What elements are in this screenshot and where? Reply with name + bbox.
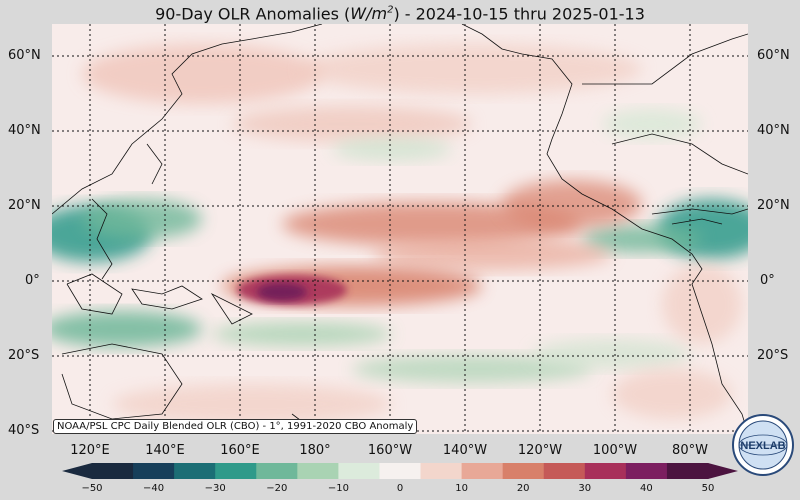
colorbar-tick-label: 40 bbox=[640, 483, 653, 494]
lat-label-eq-right: 0° bbox=[760, 273, 775, 288]
colorbar-tick-label: −20 bbox=[266, 483, 288, 494]
colorbar-swatch bbox=[584, 463, 627, 479]
colorbar-swatch bbox=[174, 463, 216, 479]
graticule bbox=[52, 24, 748, 434]
colorbar-swatch bbox=[133, 463, 175, 479]
colorbar-tick-label: 10 bbox=[455, 483, 468, 494]
lat-label-20n-left: 20°N bbox=[8, 198, 41, 213]
colorbar-swatch bbox=[338, 463, 380, 479]
lon-label-160w: 160°W bbox=[367, 443, 413, 458]
lon-label-140e: 140°E bbox=[145, 443, 185, 458]
lat-label-20s-left: 20°S bbox=[8, 348, 40, 363]
title-sup: 2 bbox=[387, 5, 394, 16]
colorbar-tick-label: 30 bbox=[578, 483, 592, 494]
colorbar-tick-label: 0 bbox=[396, 483, 404, 494]
colorbar-tick-label: −30 bbox=[204, 483, 226, 494]
data-source-credit: NOAA/PSL CPC Daily Blended OLR (CBO) - 1… bbox=[53, 419, 418, 434]
nexlab-logo: NEXLAB bbox=[732, 414, 794, 476]
logo-text: NEXLAB bbox=[740, 440, 785, 452]
colorbar-arrow-left bbox=[62, 463, 92, 479]
title-unit: W/m bbox=[350, 4, 388, 24]
colorbar bbox=[62, 463, 738, 479]
lon-label-120e: 120°E bbox=[70, 443, 110, 458]
colorbar-swatch bbox=[502, 463, 545, 479]
colorbar-swatch bbox=[666, 463, 709, 479]
lat-label-20s-right: 20°S bbox=[757, 348, 789, 363]
lon-label-120w: 120°W bbox=[517, 443, 563, 458]
lat-label-eq-left: 0° bbox=[25, 273, 40, 288]
colorbar-tick-label: −40 bbox=[143, 483, 165, 494]
colorbar-tick-label: −10 bbox=[327, 483, 349, 494]
colorbar-arrow-right bbox=[708, 463, 738, 479]
colorbar-swatch bbox=[297, 463, 339, 479]
colorbar-swatch bbox=[461, 463, 504, 479]
lat-label-20n-right: 20°N bbox=[757, 198, 790, 213]
olr-anomaly-map bbox=[52, 24, 748, 434]
map-canvas bbox=[52, 24, 748, 434]
colorbar-swatch bbox=[625, 463, 668, 479]
colorbar-tick-label: 20 bbox=[516, 483, 530, 494]
colorbar-swatch bbox=[92, 463, 134, 479]
lat-label-60n-left: 60°N bbox=[8, 48, 41, 63]
lon-label-100w: 100°W bbox=[592, 443, 638, 458]
map-title: 90-Day OLR Anomalies (W/m2) - 2024-10-15… bbox=[0, 0, 800, 24]
colorbar-swatch bbox=[543, 463, 586, 479]
title-tail: ) - 2024-10-15 thru 2025-01-13 bbox=[393, 4, 645, 24]
lat-label-40s-left: 40°S bbox=[8, 423, 40, 438]
colorbar-swatches bbox=[62, 463, 738, 479]
colorbar-swatch bbox=[215, 463, 257, 479]
colorbar-tick-label: 50 bbox=[701, 483, 715, 494]
colorbar-swatch bbox=[256, 463, 298, 479]
colorbar-tick-label: −50 bbox=[81, 483, 103, 494]
lon-label-160e: 160°E bbox=[220, 443, 260, 458]
colorbar-swatch bbox=[420, 463, 463, 479]
lat-label-40n-left: 40°N bbox=[8, 123, 41, 138]
lat-label-60n-right: 60°N bbox=[757, 48, 790, 63]
title-main: 90-Day OLR Anomalies ( bbox=[155, 4, 351, 24]
lon-label-80w: 80°W bbox=[672, 443, 708, 458]
lon-label-180: 180° bbox=[299, 443, 331, 458]
colorbar-swatch bbox=[379, 463, 422, 479]
lon-label-140w: 140°W bbox=[442, 443, 488, 458]
anomaly-field bbox=[52, 24, 748, 434]
lat-label-40n-right: 40°N bbox=[757, 123, 790, 138]
